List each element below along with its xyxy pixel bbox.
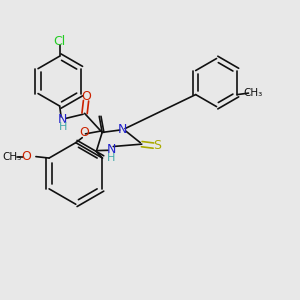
Text: N: N <box>106 143 116 156</box>
Text: N: N <box>118 123 128 136</box>
Text: O: O <box>80 127 89 140</box>
Text: O: O <box>81 90 91 104</box>
Text: H: H <box>58 122 67 132</box>
Text: N: N <box>58 113 67 126</box>
Text: O: O <box>22 150 32 163</box>
Text: CH₃: CH₃ <box>243 88 262 98</box>
Text: S: S <box>153 139 161 152</box>
Text: Cl: Cl <box>53 35 66 48</box>
Text: H: H <box>107 153 115 163</box>
Text: CH₃: CH₃ <box>2 152 21 162</box>
